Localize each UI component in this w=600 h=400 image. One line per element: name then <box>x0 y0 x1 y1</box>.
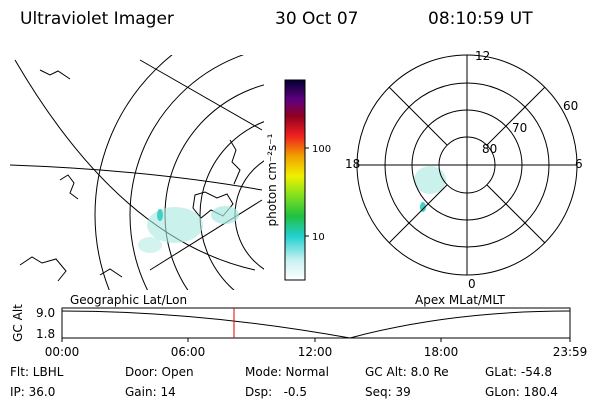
date: 30 Oct 07 <box>275 9 358 29</box>
timeline-label: Apex MLat/MLT <box>415 293 505 307</box>
time-tick: 06:00 <box>171 345 206 359</box>
status-field: Gain: 14 <box>125 385 176 399</box>
time-tick: 18:00 <box>424 345 459 359</box>
status-field: Dsp: -0.5 <box>245 385 307 399</box>
colorbar-label: photon cm⁻²s⁻¹ <box>265 133 279 226</box>
polar-plot: 12 18 6 0 60 70 80 <box>345 49 583 291</box>
colorbar-tick-label: 100 <box>312 144 331 155</box>
status-field: Flt: LBHL <box>10 365 64 379</box>
time-tick: 00:00 <box>45 345 80 359</box>
time-tick: 12:00 <box>298 345 333 359</box>
colorbar <box>284 79 306 281</box>
hour-label: 0 <box>468 277 476 291</box>
hour-label: 6 <box>575 157 583 171</box>
altitude-curve <box>61 310 571 339</box>
status-field: Door: Open <box>125 365 194 379</box>
geographic-map <box>9 55 264 290</box>
timeline-y-label: GC Alt <box>11 304 25 342</box>
status-field: IP: 36.0 <box>10 385 55 399</box>
timeline-y-tick: 9.0 <box>36 306 55 320</box>
status-field: GLat: -54.8 <box>485 365 552 379</box>
status-field: GC Alt: 8.0 Re <box>365 365 449 379</box>
hour-label: 12 <box>475 49 490 63</box>
timeline-box <box>61 307 571 339</box>
status-field: Mode: Normal <box>245 365 329 379</box>
lat-label: 60 <box>563 99 578 113</box>
title: Ultraviolet Imager <box>20 9 174 29</box>
status-field: GLon: 180.4 <box>485 385 558 399</box>
time-tick: 23:59 <box>553 345 588 359</box>
timeline-y-tick: 1.8 <box>36 327 55 341</box>
lat-label: 70 <box>512 121 527 135</box>
colorbar-tick-label: 10 <box>312 232 325 243</box>
lat-label: 80 <box>482 142 497 156</box>
footer: Flt: LBHL Door: Open Mode: Normal GC Alt: 8… <box>10 365 558 399</box>
timeline-label: Geographic Lat/Lon <box>70 293 187 307</box>
hour-label: 18 <box>345 157 360 171</box>
time: 08:10:59 UT <box>428 9 533 29</box>
status-field: Seq: 39 <box>365 385 411 399</box>
